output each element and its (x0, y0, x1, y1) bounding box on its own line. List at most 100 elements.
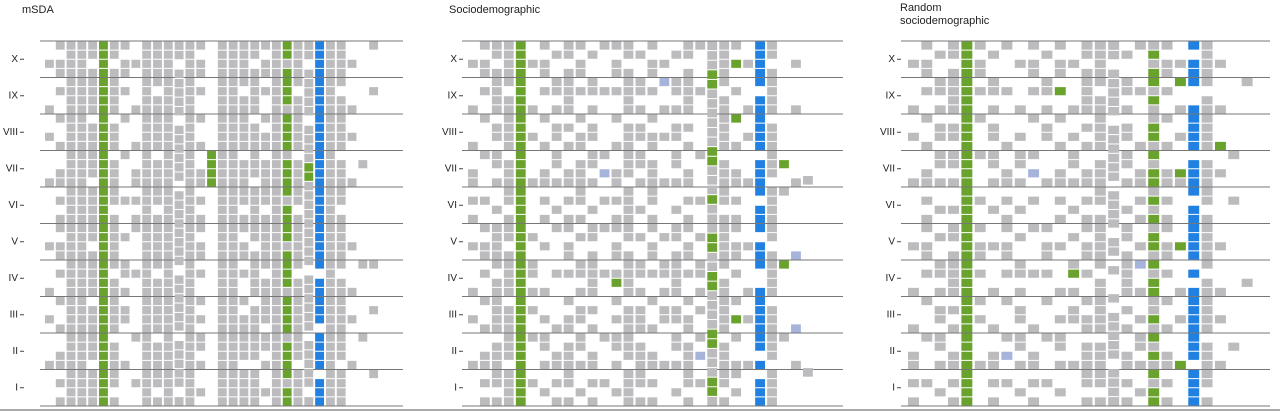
cell (623, 351, 634, 360)
cell (563, 269, 574, 278)
cell (1188, 242, 1200, 251)
cell (315, 160, 325, 169)
cell (948, 205, 959, 214)
cell (961, 260, 973, 269)
cell (731, 59, 742, 68)
cell (647, 251, 658, 260)
cell (239, 351, 249, 360)
cell (1094, 123, 1106, 132)
cell (1028, 379, 1040, 388)
cell (336, 59, 346, 68)
cell (1161, 360, 1173, 369)
cell (647, 87, 658, 96)
cell (719, 169, 730, 178)
cell (961, 306, 973, 315)
cell (304, 78, 314, 88)
cell (261, 287, 270, 296)
cell (66, 41, 76, 50)
cell (304, 228, 314, 238)
cell (587, 151, 598, 160)
cell (1148, 333, 1160, 342)
cell (563, 379, 574, 388)
cell (1041, 50, 1053, 59)
cell (961, 114, 973, 123)
cell (731, 333, 742, 342)
cell (921, 87, 933, 96)
cell (315, 132, 325, 141)
cell (707, 310, 718, 320)
cell (635, 260, 646, 269)
cell (293, 242, 303, 251)
cell (271, 351, 281, 360)
cell (707, 396, 718, 406)
cell (293, 178, 303, 187)
cell (707, 166, 718, 175)
cell (66, 324, 76, 333)
cell (647, 397, 658, 406)
cell (1201, 251, 1213, 260)
cell (239, 379, 249, 388)
cell (575, 187, 586, 196)
cell (217, 205, 227, 214)
cell (1094, 342, 1106, 351)
cell (1108, 191, 1120, 200)
cell (1148, 96, 1160, 105)
y-tick-label: III (10, 309, 18, 320)
cell (587, 205, 598, 214)
cell (767, 41, 777, 50)
cell (719, 297, 730, 306)
cell (683, 141, 694, 150)
cell (109, 324, 119, 333)
cell (131, 169, 141, 178)
y-tick-label: I (15, 382, 18, 393)
cell (647, 132, 658, 141)
cell (1094, 397, 1106, 406)
cell (731, 169, 742, 178)
cell (683, 297, 694, 306)
cell (503, 342, 514, 351)
cell (315, 78, 325, 87)
cell (527, 132, 538, 141)
cell (228, 342, 238, 351)
cell (1014, 178, 1026, 187)
cell (271, 105, 281, 114)
cell (1161, 351, 1173, 360)
cell (185, 87, 195, 96)
cell (185, 205, 195, 214)
cell (196, 196, 206, 205)
cell (683, 342, 694, 351)
cell (587, 105, 598, 114)
cell (491, 96, 502, 105)
cell (468, 59, 478, 68)
cell (707, 195, 718, 204)
cell (88, 306, 98, 315)
cell (347, 242, 357, 251)
cell (325, 342, 335, 351)
cell (304, 369, 314, 378)
cell (1094, 379, 1106, 388)
cell (1161, 68, 1173, 77)
cell (250, 141, 260, 150)
cell (1148, 351, 1160, 360)
cell (719, 342, 730, 351)
cell (315, 224, 325, 233)
cell (1108, 200, 1120, 209)
cell (66, 224, 76, 233)
cell (1108, 378, 1120, 387)
cell (325, 151, 335, 160)
cell (1014, 269, 1026, 278)
cell (315, 260, 325, 269)
cell (66, 306, 76, 315)
cell (921, 224, 933, 233)
cell (1148, 41, 1160, 50)
cell (563, 315, 574, 324)
cell (1121, 50, 1133, 59)
cell (707, 127, 718, 137)
cell (1028, 41, 1040, 50)
y-tick-label: IV (9, 273, 19, 284)
cell (479, 251, 490, 260)
cell (623, 224, 634, 233)
cell (611, 315, 622, 324)
cell (707, 79, 718, 89)
cell (491, 306, 502, 315)
